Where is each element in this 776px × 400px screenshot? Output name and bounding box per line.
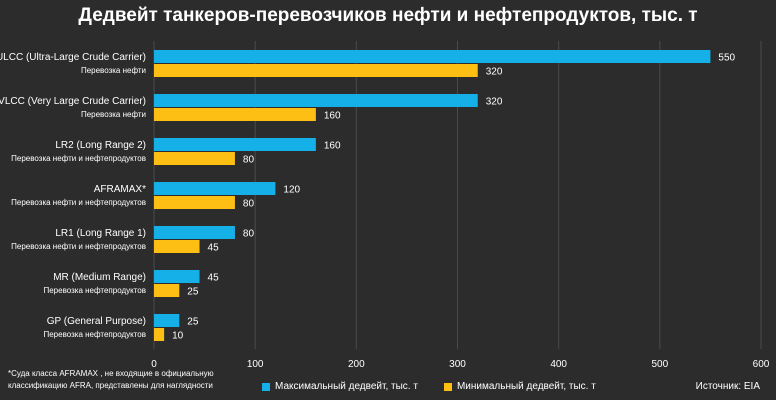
- data-label-max: 160: [324, 141, 341, 152]
- x-tick-label: 100: [247, 359, 264, 370]
- bar-max: [154, 94, 478, 107]
- legend-item-min: Минимальный дедвейт, тыс. т: [443, 381, 596, 392]
- bar-min: [154, 196, 235, 209]
- category-sublabel: Перевозка нефти: [81, 110, 146, 119]
- bar-min: [154, 240, 200, 253]
- x-tick-label: 600: [753, 359, 770, 370]
- legend-swatch-max: [262, 382, 270, 391]
- legend-item-max: Максимальный дедвейт, тыс. т: [262, 381, 418, 392]
- data-label-min: 10: [172, 331, 184, 342]
- category-label: GP (General Purpose): [47, 316, 146, 327]
- category-sublabel: Перевозка нефти: [81, 66, 146, 75]
- x-tick-label: 300: [449, 359, 466, 370]
- data-label-min: 80: [243, 199, 255, 210]
- data-label-min: 45: [208, 243, 220, 254]
- category-label: ULCC (Ultra-Large Crude Carrier): [0, 52, 146, 63]
- x-tick-label: 500: [651, 359, 668, 370]
- data-label-min: 25: [187, 287, 199, 298]
- chart-title: Дедвейт танкеров-перевозчиков нефти и не…: [78, 5, 698, 26]
- category-sublabel: Перевозка нефти и нефтепродуктов: [11, 242, 146, 251]
- category-label: LR1 (Long Range 1): [55, 228, 146, 239]
- x-tick-label: 400: [550, 359, 567, 370]
- bar-min: [154, 152, 235, 165]
- data-label-max: 45: [208, 273, 220, 284]
- data-label-max: 120: [283, 185, 300, 196]
- category-label: LR2 (Long Range 2): [55, 140, 146, 151]
- bar-max: [154, 226, 235, 239]
- data-label-max: 320: [486, 97, 503, 108]
- data-label-min: 80: [243, 155, 255, 166]
- bar-min: [154, 284, 180, 297]
- bar-max: [154, 270, 200, 283]
- data-label-min: 160: [324, 111, 341, 122]
- bar-min: [154, 64, 478, 77]
- bar-max: [154, 182, 276, 195]
- legend-swatch-min: [443, 382, 452, 391]
- footnote: *Суда класса AFRAMAX , не входящие в офи…: [8, 369, 214, 390]
- category-label: AFRAMAX*: [94, 184, 146, 195]
- source-note: Источник: EIA: [695, 381, 760, 392]
- legend: Максимальный дедвейт, тыс. т Минимальный…: [262, 381, 622, 392]
- data-label-max: 80: [243, 229, 255, 240]
- bar-max: [154, 50, 711, 63]
- bar-min: [154, 108, 316, 121]
- x-tick-label: 200: [348, 359, 365, 370]
- category-sublabel: Перевозка нефти и нефтепродуктов: [11, 154, 146, 163]
- x-tick-label: 0: [151, 359, 157, 370]
- data-label-max: 25: [187, 317, 199, 328]
- bar-max: [154, 138, 316, 151]
- category-sublabel: Перевозка нефтепродуктов: [43, 330, 146, 339]
- data-label-max: 550: [718, 53, 735, 64]
- data-label-min: 320: [486, 67, 503, 78]
- legend-label-max: Максимальный дедвейт, тыс. т: [275, 381, 418, 392]
- category-sublabel: Перевозка нефтепродуктов: [43, 286, 146, 295]
- bar-max: [154, 314, 180, 327]
- category-label: VLCC (Very Large Crude Carrier): [0, 96, 146, 107]
- category-label: MR (Medium Range): [53, 272, 146, 283]
- bar-min: [154, 328, 165, 341]
- category-sublabel: Перевозка нефти и нефтепродуктов: [11, 198, 146, 207]
- legend-label-min: Минимальный дедвейт, тыс. т: [456, 381, 596, 392]
